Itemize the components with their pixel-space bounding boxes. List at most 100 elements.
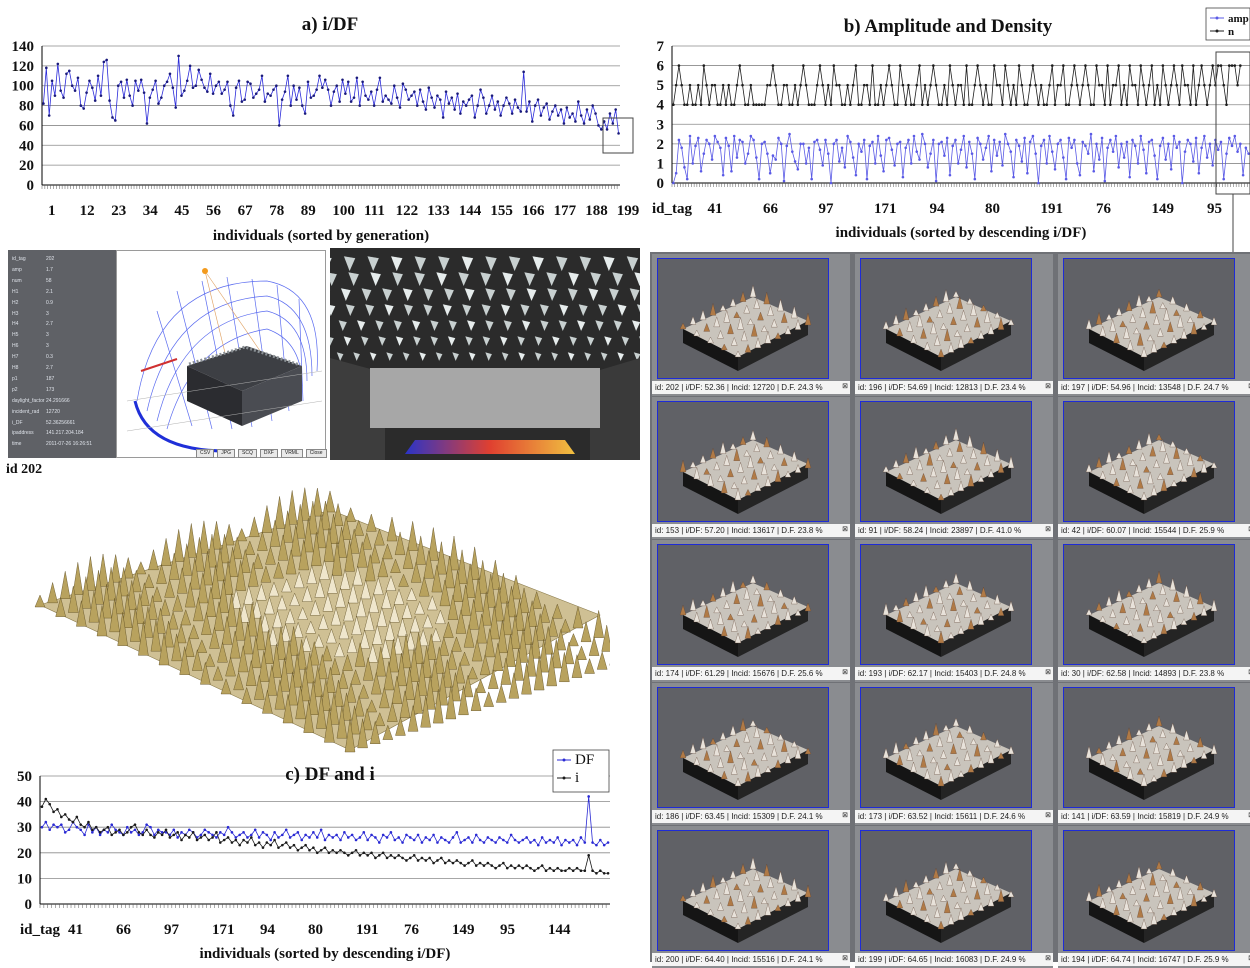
data-point <box>174 106 177 109</box>
data-point <box>1034 84 1037 87</box>
expand-icon[interactable]: ⊠ <box>1045 811 1051 819</box>
data-point <box>566 106 569 109</box>
data-point <box>910 162 913 165</box>
thumbnail-card[interactable]: id: 42 | i/DF: 60.07 | Incid: 15544 | D.… <box>1058 397 1250 539</box>
data-point <box>341 78 344 81</box>
expand-icon[interactable]: ⊠ <box>1045 382 1051 390</box>
data-point <box>145 823 148 826</box>
thumbnail-card[interactable]: id: 186 | i/DF: 63.45 | Incid: 15309 | D… <box>652 683 850 825</box>
data-point <box>591 869 594 872</box>
data-point <box>1236 84 1239 87</box>
y-tick-label: 5 <box>657 78 665 94</box>
viewer-button-vrml[interactable]: VRML <box>281 449 303 458</box>
data-point <box>777 137 780 140</box>
info-value: 3 <box>46 311 112 319</box>
x-tick-label: 56 <box>206 203 222 219</box>
expand-icon[interactable]: ⊠ <box>842 811 848 819</box>
data-point <box>284 90 287 93</box>
viewer-button-jpg[interactable]: JPG <box>217 449 235 458</box>
data-point <box>138 831 141 834</box>
thumbnail-card[interactable]: id: 193 | i/DF: 62.17 | Incid: 15403 | D… <box>855 540 1053 682</box>
viewer-button-dxf[interactable]: DXF <box>260 449 278 458</box>
data-point <box>428 839 431 842</box>
data-point <box>741 141 744 144</box>
thumb-spike <box>690 461 696 467</box>
thumbnail-image <box>860 544 1032 665</box>
expand-icon[interactable]: ⊠ <box>842 954 848 962</box>
data-point <box>462 100 465 103</box>
data-point <box>1167 103 1170 106</box>
thumbnail-card[interactable]: id: 141 | i/DF: 63.59 | Incid: 15819 | D… <box>1058 683 1250 825</box>
data-point <box>719 146 722 149</box>
data-point <box>1021 160 1024 163</box>
thumbnail-card[interactable]: id: 174 | i/DF: 61.29 | Incid: 15676 | D… <box>652 540 850 682</box>
data-point <box>1043 139 1046 142</box>
thumbnail-card[interactable]: id: 200 | i/DF: 64.40 | Incid: 15516 | D… <box>652 826 850 968</box>
data-point <box>1142 84 1145 87</box>
thumbnail-card[interactable]: id: 197 | i/DF: 54.96 | Incid: 13548 | D… <box>1058 254 1250 396</box>
data-point <box>1175 84 1178 87</box>
info-key: p1 <box>12 376 46 384</box>
data-point <box>487 862 490 865</box>
data-point <box>485 112 488 115</box>
data-point <box>258 88 261 91</box>
data-point <box>1220 141 1223 144</box>
thumbnail-card[interactable]: id: 91 | i/DF: 58.24 | Incid: 23897 | D.… <box>855 397 1053 539</box>
data-point <box>338 100 341 103</box>
thumb-spike <box>883 466 889 472</box>
data-point <box>1184 84 1187 87</box>
thumbnail-card[interactable]: id: 173 | i/DF: 63.52 | Incid: 15611 | D… <box>855 683 1053 825</box>
data-point <box>783 84 786 87</box>
data-point <box>929 152 932 155</box>
data-point <box>877 103 880 106</box>
data-point <box>1184 150 1187 153</box>
expand-icon[interactable]: ⊠ <box>1045 954 1051 962</box>
data-point <box>315 88 318 91</box>
data-point <box>805 84 808 87</box>
data-point <box>606 128 609 131</box>
data-point <box>891 84 894 87</box>
viewer-button-close[interactable]: Close <box>306 449 327 458</box>
data-point <box>1048 84 1051 87</box>
sunpath-3d-viewer[interactable] <box>116 250 326 458</box>
data-point <box>79 828 82 831</box>
expand-icon[interactable]: ⊠ <box>842 525 848 533</box>
data-point <box>331 849 334 852</box>
viewer-button-scq[interactable]: SCQ <box>238 449 257 458</box>
legend-label: amp <box>1228 13 1249 25</box>
data-point <box>192 831 195 834</box>
data-point <box>1098 158 1101 161</box>
thumbnail-card[interactable]: id: 153 | i/DF: 57.20 | Incid: 13617 | D… <box>652 397 850 539</box>
data-point <box>321 86 324 89</box>
thumb-spike <box>1197 737 1203 747</box>
surface-spike <box>174 529 184 561</box>
expand-icon[interactable]: ⊠ <box>842 382 848 390</box>
data-point <box>882 170 885 173</box>
thumb-spike <box>1211 744 1217 754</box>
thumbnail-card[interactable]: id: 30 | i/DF: 62.58 | Incid: 14893 | D.… <box>1058 540 1250 682</box>
thumbnail-render <box>1064 259 1234 378</box>
thumb-spike <box>1146 433 1152 445</box>
data-point <box>87 821 90 824</box>
thumbnail-card[interactable]: id: 202 | i/DF: 52.36 | Incid: 12720 | D… <box>652 254 850 396</box>
thumbnail-card[interactable]: id: 199 | i/DF: 64.65 | Incid: 16083 | D… <box>855 826 1053 968</box>
data-point <box>727 145 730 148</box>
y-tick-label: 6 <box>657 59 665 75</box>
data-point <box>366 839 369 842</box>
data-point <box>97 74 100 77</box>
thumbnail-card[interactable]: id: 194 | i/DF: 64.74 | Incid: 16747 | D… <box>1058 826 1250 968</box>
data-point <box>766 84 769 87</box>
expand-icon[interactable]: ⊠ <box>842 668 848 676</box>
thumb-spike <box>1136 439 1142 449</box>
viewer-button-csv[interactable]: CSV <box>196 449 214 458</box>
data-point <box>907 139 910 142</box>
data-point <box>231 841 234 844</box>
data-point <box>390 854 393 857</box>
expand-icon[interactable]: ⊠ <box>1045 525 1051 533</box>
data-point <box>355 839 358 842</box>
data-point <box>479 862 482 865</box>
thumbnail-card[interactable]: id: 196 | i/DF: 54.69 | Incid: 12813 | D… <box>855 254 1053 396</box>
expand-icon[interactable]: ⊠ <box>1045 668 1051 676</box>
data-point <box>564 869 567 872</box>
